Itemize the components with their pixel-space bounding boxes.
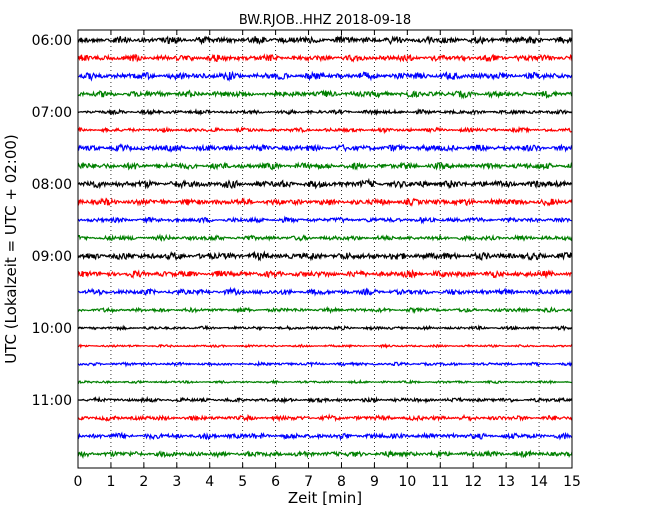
x-axis-label: Zeit [min] <box>288 489 362 507</box>
seismogram-trace <box>77 161 573 171</box>
chart-title: BW.RJOB..HHZ 2018-09-18 <box>239 13 411 28</box>
seismogram-trace <box>77 342 573 349</box>
x-tick-label: 0 <box>74 474 83 490</box>
x-tick-label: 5 <box>238 474 247 490</box>
y-tick-label: 09:00 <box>32 249 72 265</box>
seismogram-trace <box>77 34 573 46</box>
seismogram-trace <box>77 125 573 135</box>
x-tick-label: 2 <box>139 474 148 490</box>
x-tick-label: 10 <box>398 474 416 490</box>
seismogram-trace <box>77 177 573 190</box>
seismogram-trace <box>77 250 573 262</box>
seismogram-trace <box>77 360 573 368</box>
y-tick-label: 06:00 <box>32 33 72 49</box>
seismogram-traces <box>77 34 573 460</box>
seismogram-trace <box>77 233 573 242</box>
plot-background <box>78 30 572 468</box>
seismogram-trace <box>77 215 572 225</box>
seismogram-trace <box>77 286 573 297</box>
y-tick-label: 08:00 <box>32 177 72 193</box>
seismogram-trace <box>77 268 573 280</box>
y-tick-label: 07:00 <box>32 105 72 121</box>
seismogram-trace <box>77 449 573 460</box>
seismogram-trace <box>77 197 573 207</box>
seismogram-trace <box>77 143 573 153</box>
seismogram-trace <box>77 324 573 332</box>
seismogram-trace <box>77 70 573 82</box>
x-tick-label: 9 <box>370 474 379 490</box>
x-tick-label: 7 <box>304 474 313 490</box>
seismogram-trace <box>77 305 573 315</box>
seismogram-trace <box>77 378 573 386</box>
seismogram-trace <box>78 395 573 405</box>
y-tick-label: 10:00 <box>32 321 72 337</box>
x-tick-label: 1 <box>106 474 115 490</box>
x-tick-label: 13 <box>497 474 515 490</box>
seismogram-trace <box>77 107 573 117</box>
x-tick-label: 3 <box>172 474 181 490</box>
seismogram-trace <box>77 89 573 100</box>
x-tick-label: 11 <box>431 474 449 490</box>
x-axis: 0 1 2 3 4 5 6 7 8 9 10 11 12 13 14 15 <box>74 30 581 490</box>
x-tick-label: 12 <box>464 474 482 490</box>
y-axis: 06:00 07:00 08:00 09:00 10:00 11:00 <box>32 33 572 409</box>
y-axis-label: UTC (Lokalzeit = UTC + 02:00) <box>2 134 20 364</box>
x-tick-label: 15 <box>563 474 581 490</box>
x-tick-label: 6 <box>271 474 280 490</box>
x-tick-label: 14 <box>530 474 548 490</box>
seismogram-trace <box>77 413 573 423</box>
x-tick-label: 4 <box>205 474 214 490</box>
plot-frame <box>77 29 573 469</box>
x-tick-label: 8 <box>337 474 346 490</box>
seismogram-trace <box>77 431 573 442</box>
y-tick-label: 11:00 <box>32 393 72 409</box>
seismogram-trace <box>77 53 573 63</box>
